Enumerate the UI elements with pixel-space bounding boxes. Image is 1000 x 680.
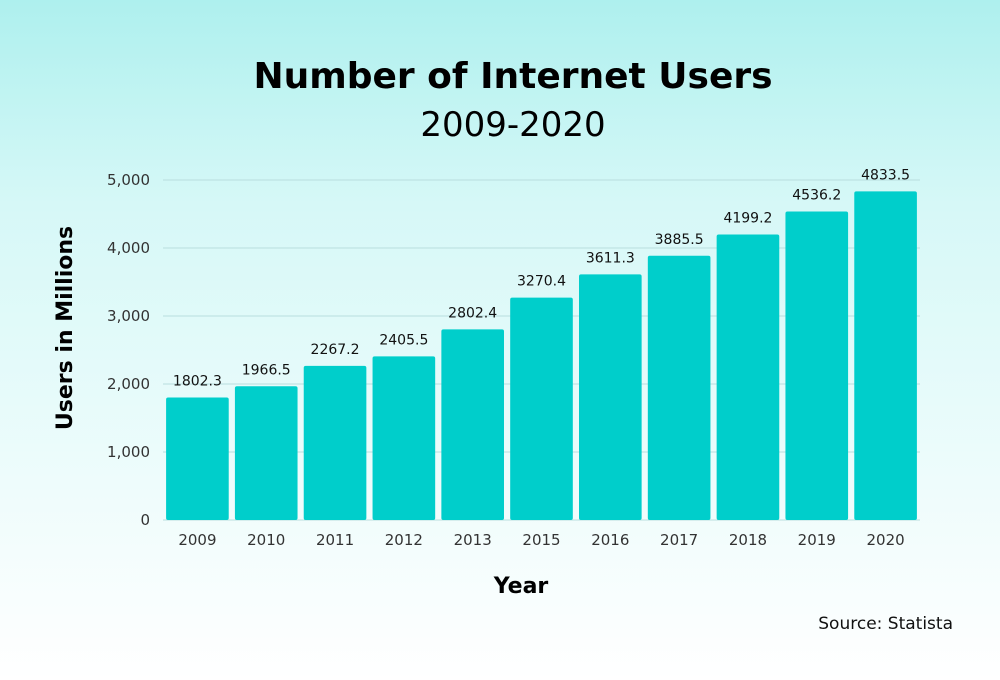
x-tick-label-2011: 2011	[316, 531, 354, 549]
y-tick-label: 2,000	[107, 375, 150, 393]
x-tick-label-2017: 2017	[660, 531, 698, 549]
bar-2015	[510, 297, 573, 520]
x-tick-label-2019: 2019	[798, 531, 836, 549]
value-label-2018: 4199.2	[723, 210, 772, 226]
y-axis-title: Users in Millions	[53, 226, 78, 430]
x-tick-label-2012: 2012	[385, 531, 423, 549]
value-label-2011: 2267.2	[311, 342, 360, 358]
value-labels: 1802.3 1966.5 2267.2 2405.5 2802.4 3270.4 3611…	[173, 167, 910, 389]
y-axis-ticks: 0 1,000 2,000 3,000 4,000 5,000	[107, 171, 150, 529]
bar-2009	[166, 397, 229, 520]
chart-subtitle: 2009-2020	[420, 105, 605, 145]
y-tick-label: 4,000	[107, 239, 150, 257]
bar-2016	[579, 274, 642, 520]
x-axis-title: Year	[493, 574, 549, 599]
bar-2017	[647, 255, 711, 520]
bar-2011	[303, 365, 367, 520]
value-label-2020: 4833.5	[861, 167, 910, 183]
bar-2019	[785, 211, 849, 521]
y-tick-label: 3,000	[107, 307, 150, 325]
value-label-2010: 1966.5	[242, 362, 291, 378]
bar-2018	[716, 234, 780, 520]
y-tick-label: 1,000	[107, 443, 150, 461]
value-label-2012: 2405.5	[379, 332, 428, 348]
chart-title: Number of Internet Users	[253, 56, 772, 97]
bar-2012	[372, 356, 436, 520]
value-label-2009: 1802.3	[173, 373, 222, 389]
x-tick-label-2015: 2015	[522, 531, 560, 549]
x-tick-label-2018: 2018	[729, 531, 767, 549]
x-axis-ticks: 2009 2010 2011 2012 2013 2015 2016 2017 2018 2019…	[178, 531, 904, 549]
bars	[166, 191, 917, 521]
value-label-2016: 3611.3	[586, 250, 635, 266]
bar-2020	[854, 191, 917, 520]
y-tick-label: 0	[140, 511, 150, 529]
x-tick-label-2016: 2016	[591, 531, 629, 549]
value-label-2015: 3270.4	[517, 274, 566, 290]
bar-2013	[441, 329, 504, 520]
value-label-2017: 3885.5	[655, 232, 704, 248]
value-label-2013: 2802.4	[448, 305, 497, 321]
y-tick-label: 5,000	[107, 171, 150, 189]
x-tick-label-2020: 2020	[866, 531, 904, 549]
x-tick-label-2009: 2009	[178, 531, 216, 549]
value-label-2019: 4536.2	[792, 188, 841, 204]
x-tick-label-2010: 2010	[247, 531, 285, 549]
bar-2010	[234, 386, 298, 520]
x-tick-label-2013: 2013	[454, 531, 492, 549]
source-note: Source: Statista	[818, 614, 953, 634]
